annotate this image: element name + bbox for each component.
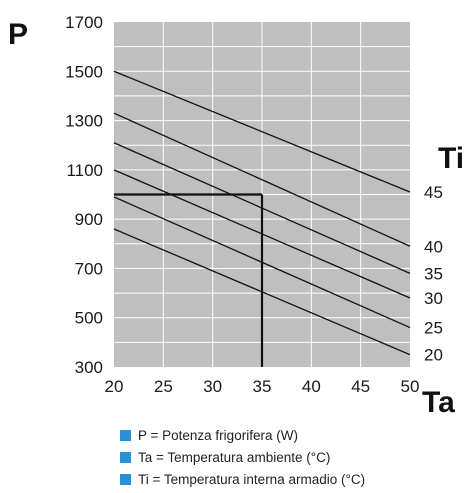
x-tick-labels: 20 25 30 35 40 45 50 [105, 377, 420, 396]
x-tick-label: 20 [105, 377, 124, 396]
reference-lines [114, 193, 264, 367]
y-tick-label: 900 [75, 210, 103, 229]
legend-item-ta: Ta = Temperatura ambiente (°C) [120, 446, 365, 468]
legend: P = Potenza frigorifera (W) Ta = Tempera… [120, 424, 365, 490]
legend-text: Ta = Temperatura ambiente (°C) [138, 449, 331, 465]
x-tick-label: 50 [401, 377, 420, 396]
y-tick-label: 1100 [66, 161, 103, 180]
y-tick-label: 1500 [65, 62, 103, 81]
x-axis-label: Ta [422, 386, 455, 419]
legend-text: P = Potenza frigorifera (W) [138, 427, 298, 443]
y-tick-label: 500 [75, 309, 103, 328]
legend-item-ti: Ti = Temperatura interna armadio (°C) [120, 468, 365, 490]
y-tick-labels: 300 500 700 900 1100 1300 1500 1700 [65, 13, 103, 377]
y-tick-label: 300 [75, 358, 103, 377]
y-axis-label: P [8, 18, 28, 51]
x-tick-label: 40 [302, 377, 321, 396]
series-label-25: 25 [424, 319, 443, 338]
series-label-45: 45 [424, 183, 443, 202]
x-tick-label: 45 [351, 377, 370, 396]
legend-marker-icon [120, 429, 131, 441]
series-label-40: 40 [424, 237, 443, 256]
x-tick-label: 35 [253, 377, 272, 396]
y-tick-label: 1300 [65, 112, 103, 131]
series-label-35: 35 [424, 264, 443, 283]
legend-marker-icon [120, 451, 131, 463]
x-tick-label: 25 [154, 377, 173, 396]
y-tick-label: 1700 [65, 13, 103, 32]
performance-chart: 20 25 30 35 40 45 50 300 500 700 900 1100 1300 1500 1… [8, 13, 464, 419]
series-labels: 45 40 35 30 25 20 [424, 183, 443, 365]
series-label-30: 30 [424, 289, 443, 308]
series-line-45 [113, 70, 411, 193]
legend-marker-icon [120, 473, 131, 485]
x-tick-label: 30 [203, 377, 222, 396]
series-line-40 [113, 112, 411, 247]
legend-item-p: P = Potenza frigorifera (W) [120, 424, 365, 446]
legend-text: Ti = Temperatura interna armadio (°C) [138, 471, 366, 487]
series-title: Ti [438, 142, 464, 175]
y-tick-label: 700 [75, 259, 103, 278]
series-label-20: 20 [424, 346, 443, 365]
